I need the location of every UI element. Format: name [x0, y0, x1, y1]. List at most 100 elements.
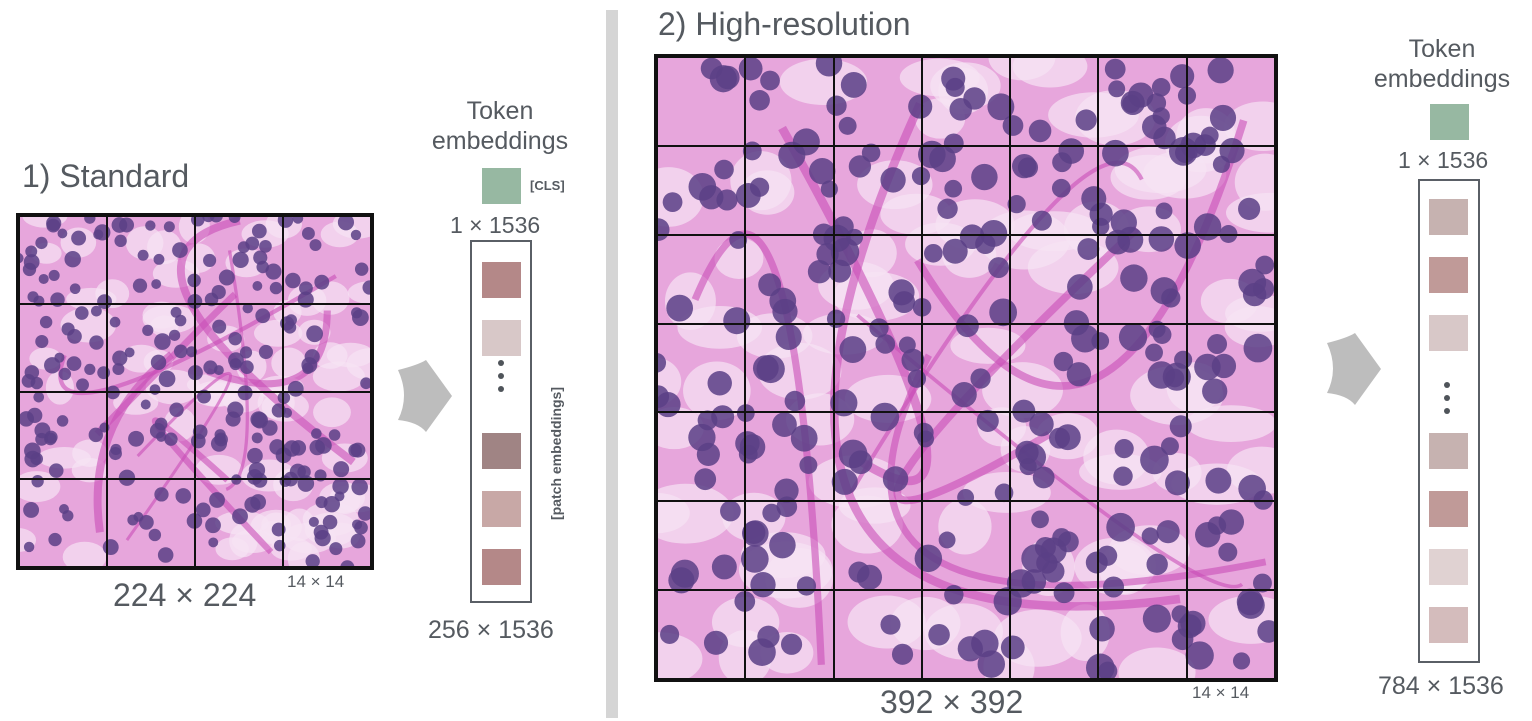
- patch-dim-standard: 256 × 1536: [428, 616, 554, 644]
- patch-cell: [833, 590, 922, 679]
- patch-token: [482, 491, 521, 527]
- patch-cell: [921, 501, 1011, 591]
- patch-cell: [833, 57, 922, 146]
- patch-cell: [745, 145, 834, 235]
- patch-token: [1429, 549, 1468, 585]
- cls-token: [482, 168, 521, 204]
- patch-grid-7x7: [654, 54, 1278, 682]
- patch-cell: [107, 391, 195, 480]
- patch-cell: [833, 234, 922, 324]
- image-size-standard: 224 × 224: [113, 577, 257, 613]
- patch-cell: [1186, 590, 1275, 679]
- arrow-icon: [1327, 333, 1381, 405]
- patch-cell: [921, 145, 1011, 235]
- patch-cell: [921, 57, 1011, 146]
- patch-cell: [1098, 590, 1187, 679]
- patch-embedding-column-standard: [470, 240, 532, 603]
- patch-token: [1429, 607, 1468, 643]
- patch-cell: [1010, 590, 1099, 679]
- patch-embedding-column-highres: [1418, 179, 1480, 663]
- cls-token: [1430, 104, 1469, 140]
- patch-cell: [833, 412, 922, 502]
- token-embeddings-label-highres: Token embeddings: [1373, 35, 1511, 93]
- ellipsis-icon: [1444, 382, 1450, 421]
- patch-cell: [921, 234, 1011, 324]
- patch-cell: [745, 412, 834, 502]
- patch-cell: [1098, 501, 1187, 591]
- patch-token: [1429, 257, 1468, 293]
- patch-cell: [195, 303, 283, 392]
- patch-cell: [657, 590, 746, 679]
- patch-token: [1429, 315, 1468, 351]
- patch-cell: [19, 391, 107, 480]
- patch-dim-highres: 784 × 1536: [1378, 672, 1504, 700]
- patch-cell: [283, 303, 371, 392]
- standard-title: 1) Standard: [22, 158, 190, 194]
- patch-grid-4x4: [16, 213, 374, 570]
- patch-cell: [657, 412, 746, 502]
- patch-cell: [1186, 145, 1275, 235]
- cls-dim-standard: 1 × 1536: [450, 212, 541, 238]
- patch-size-highres: 14 × 14: [1192, 683, 1250, 702]
- patch-cell: [833, 145, 922, 235]
- patch-cell: [1010, 501, 1099, 591]
- patch-token: [482, 549, 521, 585]
- patch-cell: [19, 216, 107, 304]
- patch-cell: [1186, 57, 1275, 146]
- patch-cell: [657, 323, 746, 413]
- patch-cell: [195, 479, 283, 567]
- patch-cell: [1098, 323, 1187, 413]
- token-embeddings-label-standard: Token embeddings: [431, 97, 569, 155]
- patch-token: [482, 320, 521, 356]
- patch-cell: [921, 412, 1011, 502]
- histology-image-standard: [18, 215, 372, 568]
- patch-cell: [657, 501, 746, 591]
- divider: [606, 10, 618, 718]
- patch-cell: [19, 479, 107, 567]
- patch-size-standard: 14 × 14: [287, 572, 345, 591]
- patch-cell: [1186, 234, 1275, 324]
- patch-cell: [19, 303, 107, 392]
- arrow-icon: [398, 360, 452, 432]
- highres-title: 2) High-resolution: [658, 6, 911, 42]
- patch-cell: [107, 303, 195, 392]
- patch-cell: [745, 234, 834, 324]
- patch-tag: [patch embeddings]: [548, 386, 564, 520]
- patch-cell: [745, 323, 834, 413]
- cls-tag: [CLS]: [530, 178, 565, 193]
- ellipsis-icon: [498, 360, 504, 399]
- patch-cell: [283, 479, 371, 567]
- patch-cell: [745, 57, 834, 146]
- patch-cell: [1010, 412, 1099, 502]
- patch-cell: [1010, 145, 1099, 235]
- patch-cell: [1186, 323, 1275, 413]
- patch-cell: [107, 479, 195, 567]
- patch-token: [482, 262, 521, 298]
- cls-dim-highres: 1 × 1536: [1398, 147, 1489, 173]
- patch-cell: [745, 590, 834, 679]
- patch-cell: [1010, 323, 1099, 413]
- patch-token: [1429, 433, 1468, 469]
- patch-cell: [107, 216, 195, 304]
- patch-cell: [921, 323, 1011, 413]
- patch-token: [1429, 199, 1468, 235]
- patch-cell: [1098, 145, 1187, 235]
- patch-cell: [195, 391, 283, 480]
- patch-token: [482, 433, 521, 469]
- patch-cell: [1098, 57, 1187, 146]
- patch-cell: [833, 323, 922, 413]
- patch-cell: [657, 145, 746, 235]
- patch-cell: [1186, 501, 1275, 591]
- patch-cell: [283, 391, 371, 480]
- image-size-highres: 392 × 392: [880, 684, 1024, 720]
- patch-cell: [283, 216, 371, 304]
- patch-cell: [1010, 234, 1099, 324]
- patch-cell: [1186, 412, 1275, 502]
- patch-token: [1429, 491, 1468, 527]
- patch-cell: [1010, 57, 1099, 146]
- patch-cell: [195, 216, 283, 304]
- patch-cell: [1098, 412, 1187, 502]
- patch-cell: [657, 234, 746, 324]
- patch-cell: [657, 57, 746, 146]
- patch-cell: [1098, 234, 1187, 324]
